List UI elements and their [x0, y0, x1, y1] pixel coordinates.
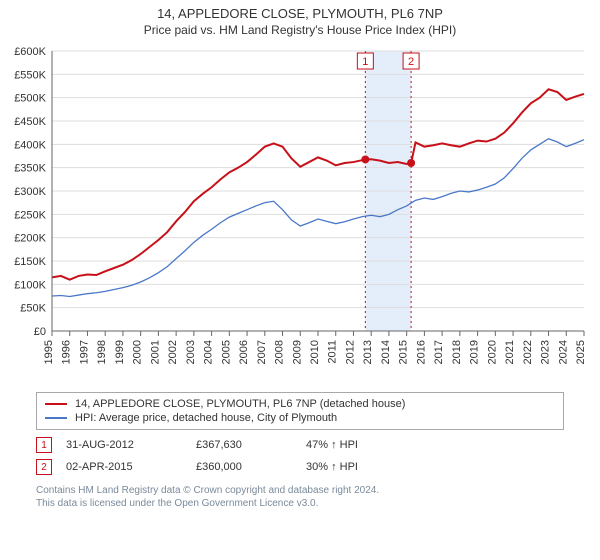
y-tick-label: £550K: [14, 69, 46, 81]
y-tick-label: £200K: [14, 233, 46, 245]
sale-dot: [407, 159, 415, 167]
license-line: This data is licensed under the Open Gov…: [36, 497, 564, 510]
x-tick-label: 1995: [43, 340, 55, 364]
legend-item: HPI: Average price, detached house, City…: [45, 411, 555, 425]
price-chart: £0 £50K £100K £150K £200K £250K £300K £350K £400…: [0, 41, 600, 386]
x-tick-label: 2023: [540, 340, 552, 364]
x-tick-label: 1999: [114, 340, 126, 364]
y-tick-label: £0: [34, 326, 46, 338]
x-tick-label: 2012: [344, 340, 356, 364]
x-tick-label: 2021: [504, 340, 516, 364]
sales-row: 2 02-APR-2015£360,00030% ↑ HPI: [36, 456, 564, 478]
page-title: 14, APPLEDORE CLOSE, PLYMOUTH, PL6 7NP: [0, 0, 600, 21]
y-tick-label: £150K: [14, 256, 46, 268]
x-tick-label: 2005: [220, 340, 232, 364]
sales-row: 1 31-AUG-2012£367,63047% ↑ HPI: [36, 434, 564, 456]
svg-text:2: 2: [408, 56, 414, 68]
x-tick-label: 2001: [149, 340, 161, 364]
x-tick-label: 2020: [486, 340, 498, 364]
x-tick-label: 2022: [522, 340, 534, 364]
legend-label: 14, APPLEDORE CLOSE, PLYMOUTH, PL6 7NP (…: [75, 398, 405, 410]
event-marker: 1: [357, 53, 373, 69]
x-tick-label: 2009: [291, 340, 303, 364]
legend-item: 14, APPLEDORE CLOSE, PLYMOUTH, PL6 7NP (…: [45, 397, 555, 411]
x-tick-label: 2003: [185, 340, 197, 364]
x-tick-label: 2002: [167, 340, 179, 364]
license-text: Contains HM Land Registry data © Crown c…: [36, 484, 564, 510]
x-tick-label: 2019: [469, 340, 481, 364]
y-tick-label: £600K: [14, 46, 46, 58]
x-tick-label: 2016: [415, 340, 427, 364]
x-tick-label: 2017: [433, 340, 445, 364]
sale-date: 02-APR-2015: [66, 461, 196, 473]
sale-marker: 1: [36, 437, 52, 453]
legend-swatch: [45, 417, 67, 419]
x-tick-label: 2025: [575, 340, 587, 364]
legend: 14, APPLEDORE CLOSE, PLYMOUTH, PL6 7NP (…: [36, 392, 564, 430]
x-tick-label: 2013: [362, 340, 374, 364]
x-tick-label: 1997: [78, 340, 90, 364]
x-tick-label: 2014: [380, 340, 392, 364]
sale-date: 31-AUG-2012: [66, 439, 196, 451]
sale-delta: 47% ↑ HPI: [306, 439, 426, 451]
legend-label: HPI: Average price, detached house, City…: [75, 412, 337, 424]
page-subtitle: Price paid vs. HM Land Registry's House …: [0, 21, 600, 41]
x-tick-label: 2010: [309, 340, 321, 364]
license-line: Contains HM Land Registry data © Crown c…: [36, 484, 564, 497]
y-tick-label: £400K: [14, 139, 46, 151]
sale-price: £360,000: [196, 461, 306, 473]
y-tick-label: £50K: [20, 303, 46, 315]
y-tick-label: £450K: [14, 116, 46, 128]
y-tick-label: £250K: [14, 209, 46, 221]
x-tick-label: 1996: [61, 340, 73, 364]
legend-swatch: [45, 403, 67, 405]
y-tick-label: £100K: [14, 279, 46, 291]
sale-price: £367,630: [196, 439, 306, 451]
y-tick-label: £350K: [14, 163, 46, 175]
sales-table: 1 31-AUG-2012£367,63047% ↑ HPI 2 02-APR-201…: [36, 434, 564, 478]
x-tick-label: 2006: [238, 340, 250, 364]
x-tick-label: 2008: [274, 340, 286, 364]
x-tick-label: 2015: [398, 340, 410, 364]
svg-text:1: 1: [362, 56, 368, 68]
y-tick-label: £500K: [14, 93, 46, 105]
sale-dot: [361, 155, 369, 163]
sale-marker: 2: [36, 459, 52, 475]
y-tick-label: £300K: [14, 186, 46, 198]
x-tick-label: 2000: [132, 340, 144, 364]
x-tick-label: 2004: [203, 340, 215, 364]
x-tick-label: 2018: [451, 340, 463, 364]
x-tick-label: 1998: [96, 340, 108, 364]
event-marker: 2: [403, 53, 419, 69]
x-tick-label: 2011: [327, 340, 339, 364]
sale-delta: 30% ↑ HPI: [306, 461, 426, 473]
x-tick-label: 2024: [557, 340, 569, 364]
x-tick-label: 2007: [256, 340, 268, 364]
